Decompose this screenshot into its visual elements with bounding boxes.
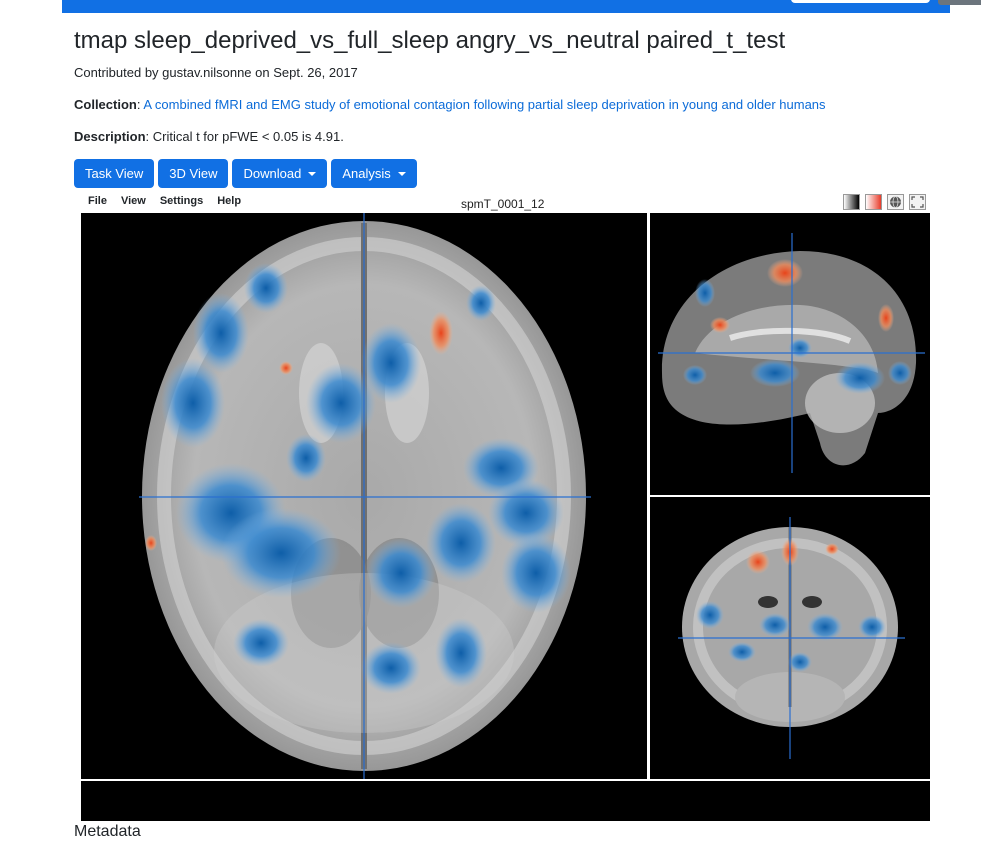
description-line: Description: Critical t for pFWE < 0.05 … — [74, 129, 344, 144]
download-label: Download — [243, 166, 302, 181]
viewer-footer-bar — [81, 781, 930, 821]
task-view-label: Task View — [85, 166, 144, 181]
3d-view-label: 3D View — [169, 166, 218, 181]
colormap-icon[interactable] — [865, 194, 882, 210]
top-navbar — [62, 0, 981, 13]
viewer-image-title: spmT_0001_12 — [461, 197, 545, 211]
caret-down-icon — [308, 171, 317, 176]
analysis-dropdown[interactable]: Analysis — [331, 159, 417, 188]
viewer-menu-file[interactable]: File — [88, 195, 107, 207]
collection-link[interactable]: A combined fMRI and EMG study of emotion… — [143, 97, 826, 112]
axial-brain-slice — [139, 213, 591, 779]
axial-view-pane[interactable] — [81, 213, 647, 779]
collection-label: Collection — [74, 97, 137, 112]
viewer-menubar: File View Settings Help — [88, 195, 241, 207]
download-dropdown[interactable]: Download — [232, 159, 328, 188]
contributor-line: Contributed by gustav.nilsonne on Sept. … — [74, 65, 358, 80]
action-buttons: Task View 3D View Download Analysis — [74, 159, 417, 188]
task-view-button[interactable]: Task View — [74, 159, 155, 188]
analysis-label: Analysis — [342, 166, 391, 181]
viewer-menu-view[interactable]: View — [120, 195, 146, 207]
coronal-brain-slice — [678, 517, 905, 759]
grayscale-icon[interactable] — [843, 194, 860, 210]
sagittal-brain-slice — [658, 233, 925, 473]
navbar-search-input[interactable] — [791, 0, 930, 3]
viewer-menu-settings[interactable]: Settings — [159, 195, 204, 207]
globe-icon[interactable] — [887, 194, 904, 210]
viewer-menu-help[interactable]: Help — [217, 195, 242, 207]
fullscreen-icon[interactable] — [909, 194, 926, 210]
navbar-search-button[interactable] — [938, 0, 981, 5]
coronal-view-pane[interactable] — [650, 497, 930, 779]
sagittal-view-pane[interactable] — [650, 213, 930, 495]
page-title: tmap sleep_deprived_vs_full_sleep angry_… — [74, 27, 786, 54]
collection-line: Collection: A combined fMRI and EMG stud… — [74, 97, 826, 112]
caret-down-icon — [397, 171, 406, 176]
metadata-heading: Metadata — [74, 823, 141, 840]
3d-view-button[interactable]: 3D View — [158, 159, 229, 188]
description-label: Description — [74, 129, 146, 144]
description-text: Critical t for pFWE < 0.05 is 4.91. — [152, 129, 344, 144]
viewer-tools — [843, 194, 926, 210]
